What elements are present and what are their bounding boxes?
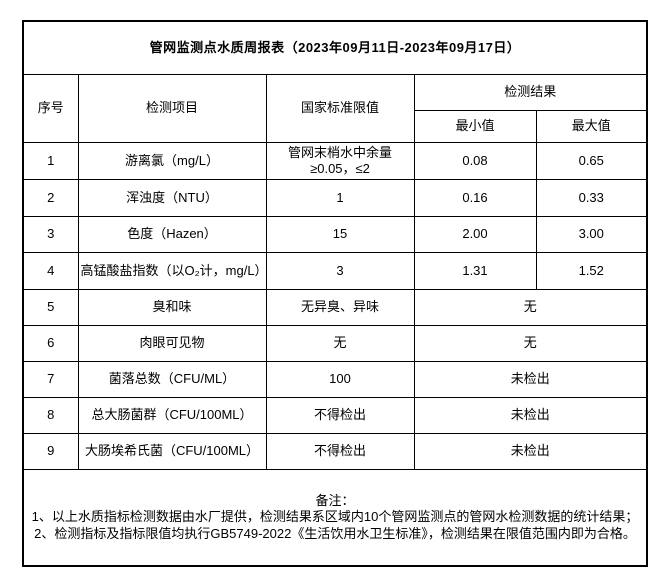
report-title: 管网监测点水质周报表（2023年09月11日-2023年09月17日）: [22, 20, 648, 75]
cell-item: 浑浊度（NTU）: [77, 179, 267, 217]
table-row: 6 肉眼可见物 无 无: [22, 325, 648, 362]
cell-no: 8: [22, 397, 79, 434]
cell-result: 无: [413, 325, 648, 362]
cell-min: 2.00: [413, 216, 537, 253]
note-line: 备注：: [315, 493, 355, 509]
title-row: 管网监测点水质周报表（2023年09月11日-2023年09月17日）: [22, 20, 648, 75]
cell-standard: 不得检出: [265, 433, 415, 470]
table-row: 3 色度（Hazen） 15 2.00 3.00: [22, 216, 648, 253]
cell-no: 6: [22, 325, 79, 362]
table-row: 2 浑浊度（NTU） 1 0.16 0.33: [22, 179, 648, 217]
cell-no: 9: [22, 433, 79, 470]
cell-standard: 无异臭、异味: [265, 289, 415, 326]
cell-item: 色度（Hazen）: [77, 216, 267, 253]
cell-max: 0.65: [535, 142, 648, 180]
cell-standard: 不得检出: [265, 397, 415, 434]
note-line: 1、以上水质指标检测数据由水厂提供，检测结果系区域内10个管网监测点的管网水检测…: [31, 509, 639, 525]
header-row-top: 序号 检测项目 国家标准限值 检测结果: [22, 74, 648, 143]
cell-item: 总大肠菌群（CFU/100ML）: [77, 397, 267, 434]
table-row: 8 总大肠菌群（CFU/100ML） 不得检出 未检出: [22, 397, 648, 434]
cell-no: 5: [22, 289, 79, 326]
note-line: 2、检测指标及指标限值均执行GB5749-2022《生活饮用水卫生标准》，检测结…: [34, 525, 636, 541]
header-result-group: 检测结果: [413, 74, 648, 111]
cell-min: 1.31: [413, 252, 537, 290]
cell-no: 1: [22, 142, 79, 180]
cell-max: 1.52: [535, 252, 648, 290]
header-row-sub: 最小值 最大值: [23, 110, 648, 143]
cell-item: 高锰酸盐指数（以O₂计，mg/L）: [77, 252, 267, 290]
cell-item: 游离氯（mg/L）: [77, 142, 267, 180]
table-row: 1 游离氯（mg/L） 管网末梢水中余量≥0.05，≤2 0.08 0.65: [22, 142, 648, 180]
cell-standard: 15: [265, 216, 415, 253]
table-row: 7 菌落总数（CFU/ML） 100 未检出: [22, 361, 648, 398]
header-no: 序号: [22, 74, 79, 143]
cell-result: 未检出: [413, 433, 648, 470]
cell-max: 0.33: [535, 179, 648, 217]
cell-standard: 3: [265, 252, 415, 290]
header-min: 最小值: [413, 110, 537, 143]
cell-result: 未检出: [413, 361, 648, 398]
cell-standard: 管网末梢水中余量≥0.05，≤2: [265, 142, 415, 180]
table-row: 9 大肠埃希氏菌（CFU/100ML） 不得检出 未检出: [22, 433, 648, 470]
cell-result: 无: [413, 289, 648, 326]
header-max: 最大值: [535, 110, 648, 143]
cell-no: 7: [22, 361, 79, 398]
cell-item: 肉眼可见物: [77, 325, 267, 362]
water-quality-table: 管网监测点水质周报表（2023年09月11日-2023年09月17日） 序号 检…: [22, 20, 648, 567]
cell-standard: 1: [265, 179, 415, 217]
notes: 备注： 1、以上水质指标检测数据由水厂提供，检测结果系区域内10个管网监测点的管…: [22, 469, 648, 567]
cell-standard: 无: [265, 325, 415, 362]
cell-item: 菌落总数（CFU/ML）: [77, 361, 267, 398]
cell-standard: 100: [265, 361, 415, 398]
cell-no: 3: [22, 216, 79, 253]
cell-max: 3.00: [535, 216, 648, 253]
cell-min: 0.16: [413, 179, 537, 217]
cell-item: 臭和味: [77, 289, 267, 326]
cell-result: 未检出: [413, 397, 648, 434]
cell-min: 0.08: [413, 142, 537, 180]
table-row: 5 臭和味 无异臭、异味 无: [22, 289, 648, 326]
notes-row: 备注： 1、以上水质指标检测数据由水厂提供，检测结果系区域内10个管网监测点的管…: [22, 469, 648, 567]
cell-item: 大肠埃希氏菌（CFU/100ML）: [77, 433, 267, 470]
cell-no: 4: [22, 252, 79, 290]
table-row: 4 高锰酸盐指数（以O₂计，mg/L） 3 1.31 1.52: [22, 252, 648, 290]
cell-no: 2: [22, 179, 79, 217]
header-item: 检测项目: [77, 74, 267, 143]
header-standard: 国家标准限值: [265, 74, 415, 143]
